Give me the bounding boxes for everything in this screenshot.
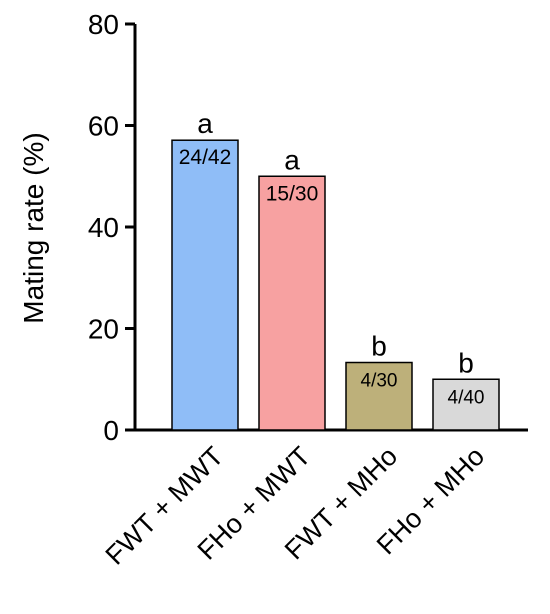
y-axis-label: Mating rate (%) [18,132,49,323]
significance-letter: b [458,347,474,378]
bar-count-label: 4/30 [361,371,398,392]
bar-count-label: 15/30 [266,182,319,205]
bar [432,378,500,431]
bar [171,139,239,431]
significance-letter: a [197,108,213,139]
y-tick-label: 20 [88,314,119,345]
bar-count-label: 24/42 [179,146,232,169]
significance-letter: a [284,144,300,175]
y-tick-label: 60 [88,111,119,142]
y-tick-label: 0 [103,415,119,446]
significance-letter: b [371,331,387,362]
y-tick-label: 80 [88,9,119,40]
bar [258,175,326,431]
y-tick-label: 40 [88,212,119,243]
bar [345,361,413,431]
bar-count-label: 4/40 [448,387,485,408]
